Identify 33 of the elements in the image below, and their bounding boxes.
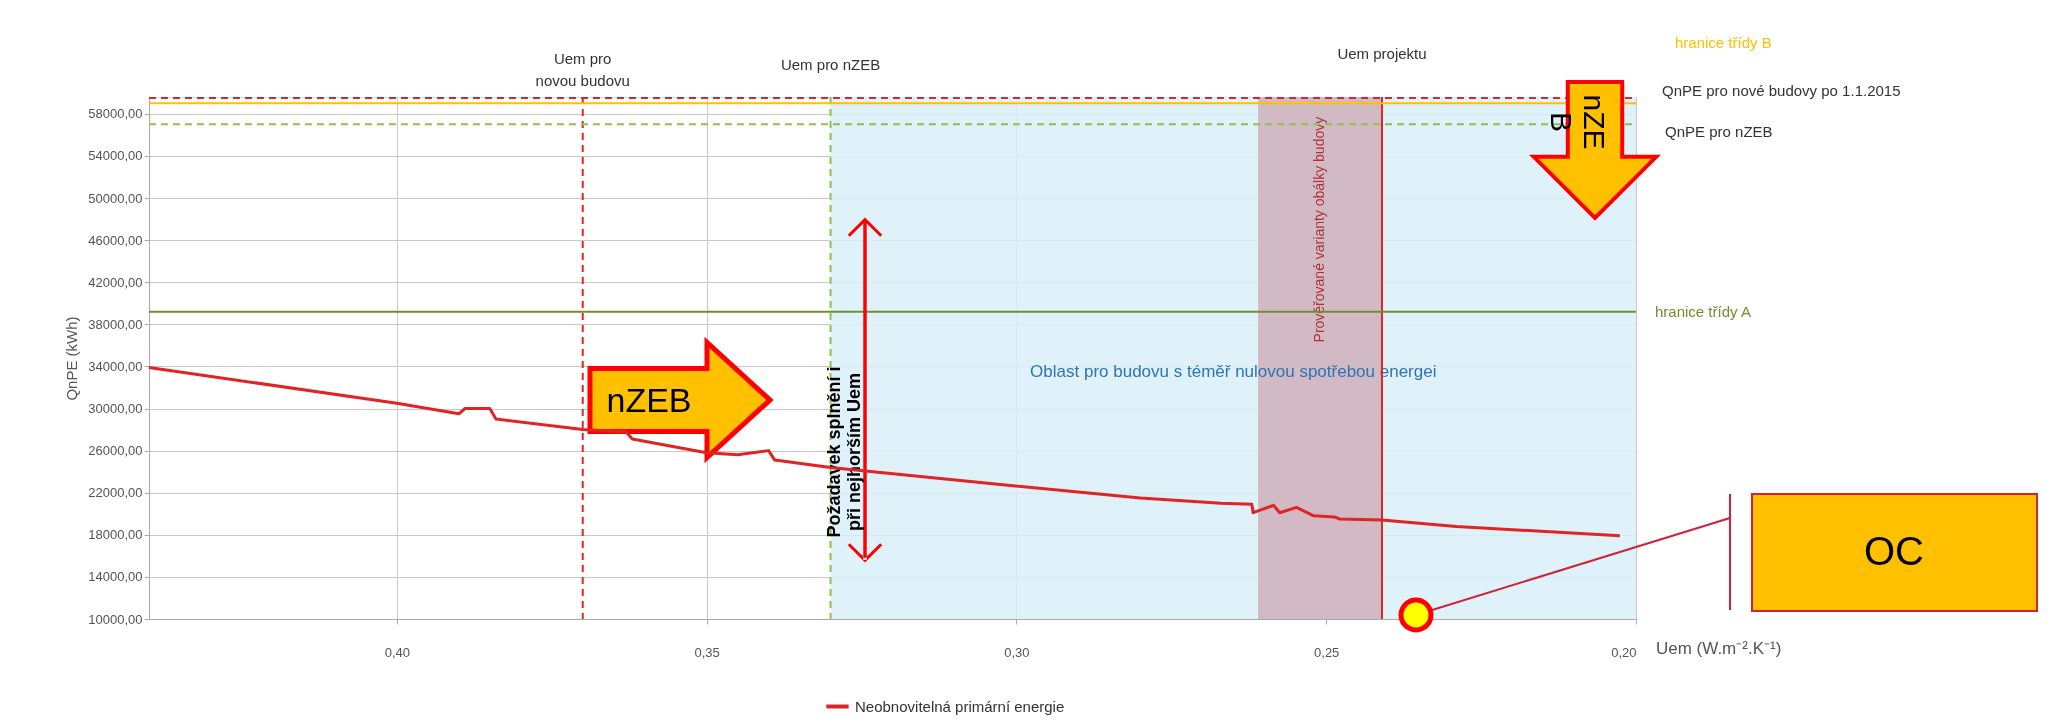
y-tick-label: 42000,00 bbox=[88, 274, 143, 290]
y-tick-label: 58000,00 bbox=[88, 106, 143, 122]
x-tick-label: 0,25 bbox=[1314, 644, 1340, 660]
ref-line-label: hranice třídy A bbox=[1655, 302, 1751, 320]
y-tick-label: 46000,00 bbox=[88, 232, 143, 248]
band-label: Prověřované varianty obálky budovy bbox=[1311, 116, 1328, 343]
x-tick-label: 0,40 bbox=[384, 644, 410, 660]
y-tick-label: 26000,00 bbox=[88, 443, 143, 459]
x-tick-label: 0,30 bbox=[1004, 644, 1030, 660]
annotation: nZE B bbox=[1545, 94, 1611, 150]
legend-label: Neobnovitelná primární energie bbox=[855, 697, 1065, 715]
ref-line-label: Uem pro nZEB bbox=[780, 56, 881, 73]
ref-line-label: Uem pro novou budovu bbox=[535, 50, 630, 89]
annotation: Požadavek splnění i při nejhorším Uem bbox=[824, 366, 864, 538]
ref-line-label: QnPE pro nZEB bbox=[1665, 123, 1773, 141]
y-tick-label: 18000,00 bbox=[88, 527, 143, 543]
y-tick-label: 54000,00 bbox=[88, 148, 143, 164]
y-axis-title: QnPE (kWh) bbox=[63, 316, 81, 401]
annotation: nZEB bbox=[606, 381, 692, 419]
ref-line-label: Uem projektu bbox=[1337, 45, 1427, 62]
y-tick-label: 14000,00 bbox=[88, 569, 143, 585]
x-tick-label: 0,20 bbox=[1611, 644, 1637, 660]
x-axis-title: Uem (W.m⁻².K⁻¹) bbox=[1656, 639, 1782, 658]
text: OC bbox=[1864, 529, 1924, 573]
y-tick-label: 38000,00 bbox=[88, 316, 143, 332]
y-tick-label: 50000,00 bbox=[88, 190, 143, 206]
y-tick-label: 10000,00 bbox=[88, 611, 143, 627]
x-tick-label: 0,35 bbox=[694, 644, 720, 660]
y-tick-label: 22000,00 bbox=[88, 485, 143, 501]
ref-line-label: hranice třídy B bbox=[1675, 34, 1772, 52]
y-tick-label: 34000,00 bbox=[88, 358, 143, 374]
y-tick-label: 30000,00 bbox=[88, 401, 143, 417]
ref-line-label: QnPE pro nové budovy po 1.1.2015 bbox=[1662, 82, 1901, 100]
